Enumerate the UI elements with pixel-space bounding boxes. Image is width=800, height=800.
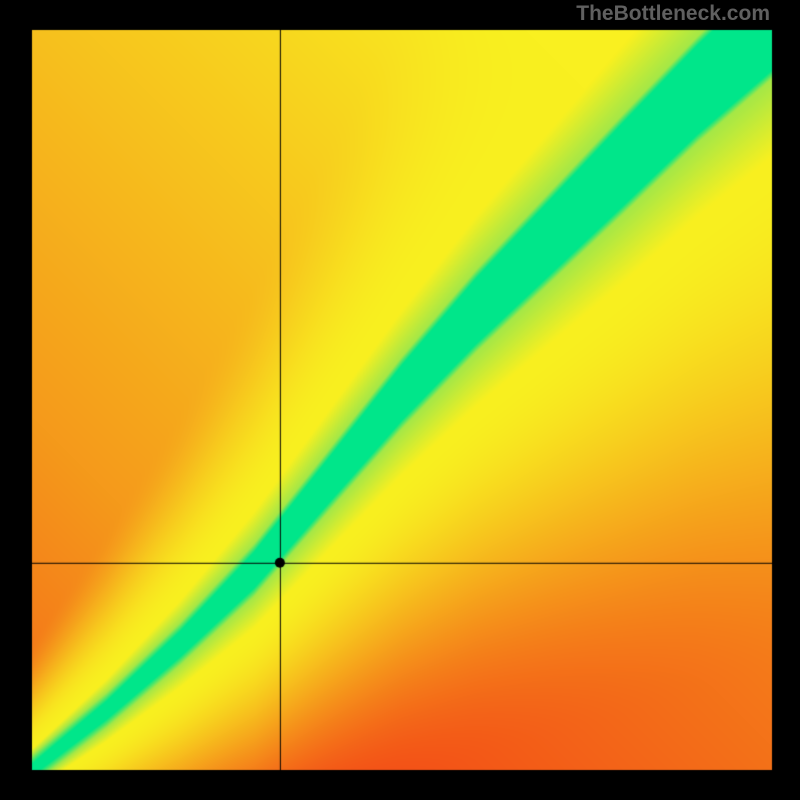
heatmap-canvas (0, 0, 800, 800)
watermark-label: TheBottleneck.com (576, 2, 770, 26)
chart-container: TheBottleneck.com (0, 0, 800, 800)
